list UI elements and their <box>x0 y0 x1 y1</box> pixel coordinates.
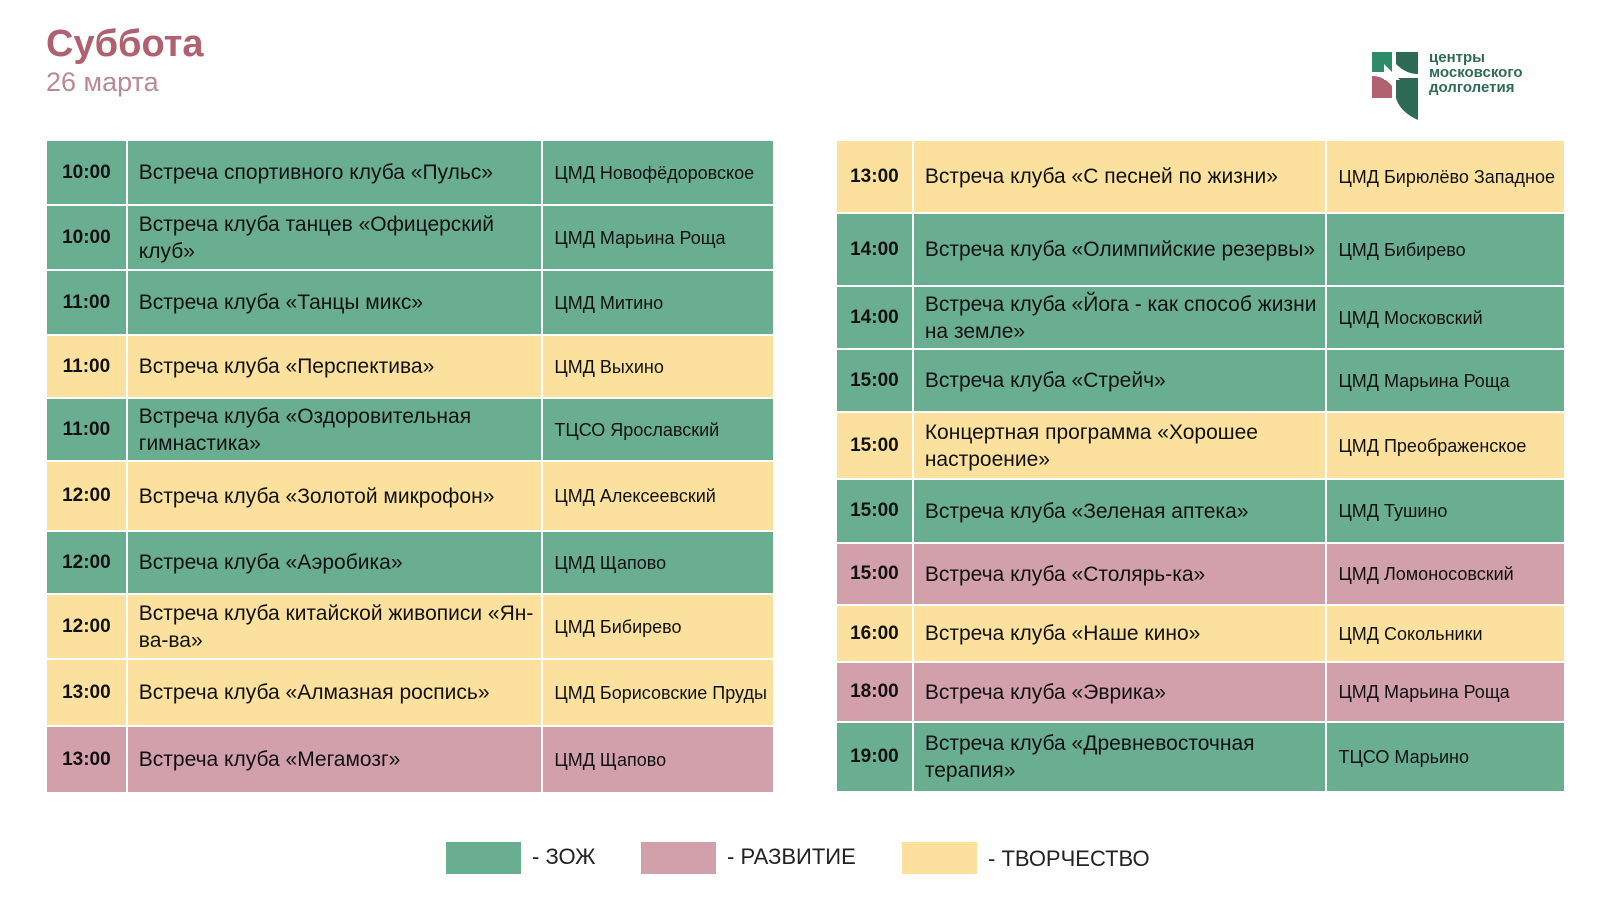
event-place: ЦМД Преображенское <box>1325 411 1566 480</box>
event-place: ЦМД Ломоносовский <box>1325 542 1566 606</box>
table-row: 14:00 Встреча клуба «Йога - как способ жи… <box>835 285 1566 350</box>
event-time: 15:00 <box>835 478 914 544</box>
event-title: Встреча клуба «Эврика» <box>911 661 1328 723</box>
table-row: 11:00 Встреча клуба «Перспектива» ЦМД Выхи… <box>45 334 775 399</box>
event-title: Встреча клуба «Олимпийские резервы» <box>911 212 1328 287</box>
event-place: ЦМД Марьина Роща <box>1325 348 1566 413</box>
table-row: 19:00 Встреча клуба «Древневосточная тера… <box>835 721 1566 793</box>
event-time: 13:00 <box>45 725 128 794</box>
schedule-table-right: 13:00 Встреча клуба «С песней по жизни» ЦМ… <box>835 139 1566 793</box>
event-time: 15:00 <box>835 542 914 606</box>
legend-swatch-zoj <box>446 842 521 874</box>
event-title: Встреча клуба «С песней по жизни» <box>911 139 1328 214</box>
legend-label-razvitie: - РАЗВИТИЕ <box>727 844 856 869</box>
event-time: 18:00 <box>835 661 914 723</box>
event-place: ЦМД Марьина Роща <box>541 204 775 271</box>
event-place: ЦМД Бибирево <box>541 593 775 660</box>
event-place: ЦМД Бибирево <box>1325 212 1566 287</box>
event-time: 11:00 <box>45 334 128 399</box>
event-time: 15:00 <box>835 411 914 480</box>
event-title: Встреча спортивного клуба «Пульс» <box>125 139 544 206</box>
event-time: 11:00 <box>45 397 128 462</box>
event-place: ЦМД Выхино <box>541 334 775 399</box>
event-place: ТЦСО Марьино <box>1325 721 1566 793</box>
event-place: ЦМД Митино <box>541 269 775 336</box>
logo-mark-icon <box>1372 52 1418 120</box>
table-row: 13:00 Встреча клуба «Алмазная роспись» ЦМД… <box>45 658 775 727</box>
logo: центры московского долголетия <box>1370 50 1590 125</box>
event-title: Встреча клуба китайской живописи «Ян-ва-… <box>125 593 544 660</box>
legend-swatch-razvitie <box>641 842 716 874</box>
event-title: Встреча клуба «Алмазная роспись» <box>125 658 544 727</box>
page-header: Суббота 26 марта <box>46 22 204 98</box>
table-row: 15:00 Встреча клуба «Зеленая аптека» ЦМД Т… <box>835 478 1566 544</box>
event-title: Встреча клуба «Наше кино» <box>911 604 1328 663</box>
table-row: 11:00 Встреча клуба «Оздоровительная гимн… <box>45 397 775 462</box>
table-row: 10:00 Встреча спортивного клуба «Пульс» ЦМ… <box>45 139 775 206</box>
event-time: 12:00 <box>45 530 128 595</box>
event-title: Концертная программа «Хорошее настроение… <box>911 411 1328 480</box>
event-time: 16:00 <box>835 604 914 663</box>
event-title: Встреча клуба «Аэробика» <box>125 530 544 595</box>
event-title: Встреча клуба «Мегамозг» <box>125 725 544 794</box>
table-row: 12:00 Встреча клуба «Золотой микрофон» ЦМД… <box>45 460 775 532</box>
event-place: ЦМД Московский <box>1325 285 1566 350</box>
event-place: ЦМД Щапово <box>541 725 775 794</box>
event-place: ЦМД Сокольники <box>1325 604 1566 663</box>
event-place: ТЦСО Ярославский <box>541 397 775 462</box>
event-place: ЦМД Марьина Роща <box>1325 661 1566 723</box>
table-row: 15:00 Концертная программа «Хорошее настр… <box>835 411 1566 480</box>
table-row: 12:00 Встреча клуба «Аэробика» ЦМД Щапово <box>45 530 775 595</box>
table-row: 14:00 Встреча клуба «Олимпийские резервы»… <box>835 212 1566 287</box>
event-time: 10:00 <box>45 204 128 271</box>
event-place: ЦМД Щапово <box>541 530 775 595</box>
legend: - ЗОЖ - РАЗВИТИЕ - ТВОРЧЕСТВО <box>0 842 1600 878</box>
table-row: 16:00 Встреча клуба «Наше кино» ЦМД Соколь… <box>835 604 1566 663</box>
logo-line-2: московского <box>1429 64 1523 81</box>
event-time: 12:00 <box>45 593 128 660</box>
event-time: 12:00 <box>45 460 128 532</box>
event-title: Встреча клуба «Столярь-ка» <box>911 542 1328 606</box>
event-place: ЦМД Борисовские Пруды <box>541 658 775 727</box>
event-title: Встреча клуба «Стрейч» <box>911 348 1328 413</box>
logo-text: центры московского долголетия <box>1429 50 1523 95</box>
schedule-table-left: 10:00 Встреча спортивного клуба «Пульс» ЦМ… <box>45 139 775 794</box>
table-row: 13:00 Встреча клуба «Мегамозг» ЦМД Щапово <box>45 725 775 794</box>
event-place: ЦМД Новофёдоровское <box>541 139 775 206</box>
event-title: Встреча клуба танцев «Офицерский клуб» <box>125 204 544 271</box>
table-row: 15:00 Встреча клуба «Стрейч» ЦМД Марьина Р… <box>835 348 1566 413</box>
event-place: ЦМД Бирюлёво Западное <box>1325 139 1566 214</box>
event-time: 14:00 <box>835 285 914 350</box>
event-title: Встреча клуба «Оздоровительная гимнастик… <box>125 397 544 462</box>
event-place: ЦМД Алексеевский <box>541 460 775 532</box>
logo-line-1: центры <box>1429 49 1485 66</box>
table-row: 11:00 Встреча клуба «Танцы микс» ЦМД Митин… <box>45 269 775 336</box>
legend-label-tvorchestvo: - ТВОРЧЕСТВО <box>988 846 1150 871</box>
event-time: 15:00 <box>835 348 914 413</box>
table-row: 12:00 Встреча клуба китайской живописи «Я… <box>45 593 775 660</box>
event-title: Встреча клуба «Золотой микрофон» <box>125 460 544 532</box>
event-time: 14:00 <box>835 212 914 287</box>
legend-swatch-tvorchestvo <box>902 842 977 874</box>
event-title: Встреча клуба «Зеленая аптека» <box>911 478 1328 544</box>
event-time: 11:00 <box>45 269 128 336</box>
event-time: 13:00 <box>45 658 128 727</box>
table-row: 15:00 Встреча клуба «Столярь-ка» ЦМД Ломон… <box>835 542 1566 606</box>
event-time: 19:00 <box>835 721 914 793</box>
table-row: 18:00 Встреча клуба «Эврика» ЦМД Марьина Р… <box>835 661 1566 723</box>
event-title: Встреча клуба «Танцы микс» <box>125 269 544 336</box>
event-time: 10:00 <box>45 139 128 206</box>
event-title: Встреча клуба «Древневосточная терапия» <box>911 721 1328 793</box>
event-title: Встреча клуба «Перспектива» <box>125 334 544 399</box>
event-place: ЦМД Тушино <box>1325 478 1566 544</box>
page-title: Суббота <box>46 23 204 65</box>
page-date: 26 марта <box>46 67 159 97</box>
event-title: Встреча клуба «Йога - как способ жизни н… <box>911 285 1328 350</box>
table-row: 13:00 Встреча клуба «С песней по жизни» ЦМ… <box>835 139 1566 214</box>
logo-line-3: долголетия <box>1429 79 1515 96</box>
event-time: 13:00 <box>835 139 914 214</box>
legend-label-zoj: - ЗОЖ <box>532 844 596 869</box>
table-row: 10:00 Встреча клуба танцев «Офицерский кл… <box>45 204 775 271</box>
